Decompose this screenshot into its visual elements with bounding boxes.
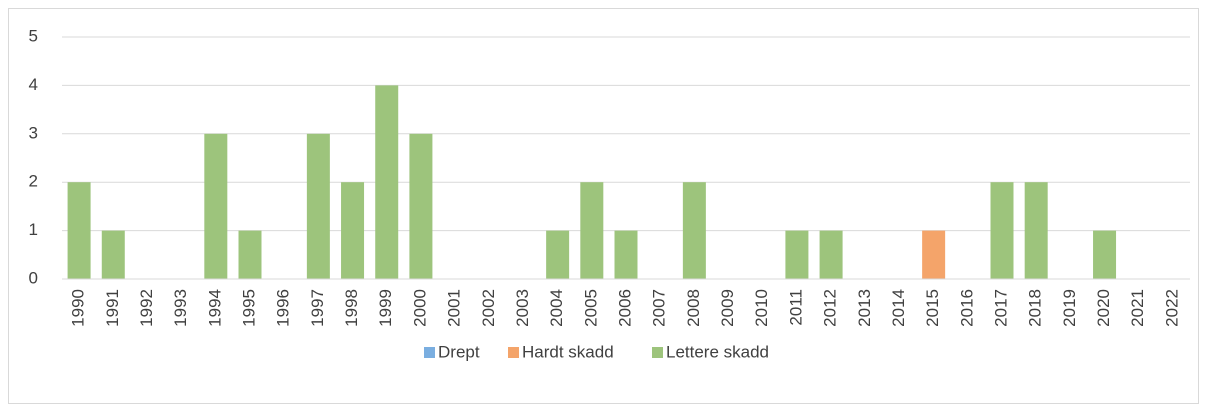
x-tick-label: 2021 xyxy=(1128,289,1147,327)
y-tick-label: 3 xyxy=(29,123,38,142)
x-tick-label: 1991 xyxy=(103,289,122,327)
bar xyxy=(819,230,843,279)
bar xyxy=(238,230,262,279)
x-tick-label: 2018 xyxy=(1026,289,1045,327)
x-tick-label: 2004 xyxy=(547,289,566,327)
bar xyxy=(306,133,330,279)
bar xyxy=(580,182,604,279)
y-tick-label: 4 xyxy=(29,75,38,94)
x-tick-label: 1998 xyxy=(342,289,361,327)
x-tick-label: 2001 xyxy=(445,289,464,327)
x-tick-label: 2008 xyxy=(684,289,703,327)
x-tick-label: 2019 xyxy=(1060,289,1079,327)
x-tick-label: 1993 xyxy=(171,289,190,327)
x-tick-label: 1990 xyxy=(69,289,88,327)
legend-swatch xyxy=(424,347,435,358)
y-tick-label: 1 xyxy=(29,220,38,239)
bar xyxy=(990,182,1014,279)
x-tick-label: 2012 xyxy=(821,289,840,327)
x-tick-label: 2009 xyxy=(718,289,737,327)
x-tick-label: 2011 xyxy=(786,289,805,326)
x-tick-label: 1995 xyxy=(239,289,258,327)
x-tick-label: 2016 xyxy=(957,289,976,327)
x-tick-label: 1992 xyxy=(137,289,156,327)
bar xyxy=(1093,230,1117,279)
x-tick-label: 2002 xyxy=(479,289,498,327)
x-tick-label: 2003 xyxy=(513,289,532,327)
x-tick-label: 2007 xyxy=(650,289,669,327)
bar xyxy=(67,182,91,279)
x-tick-label: 1997 xyxy=(308,289,327,327)
legend-label: Lettere skadd xyxy=(666,342,769,361)
x-tick-label: 2017 xyxy=(991,289,1010,327)
x-tick-label: 1999 xyxy=(376,289,395,327)
x-tick-label: 2000 xyxy=(410,289,429,327)
bar xyxy=(614,230,638,279)
legend-label: Hardt skadd xyxy=(522,342,614,361)
bar xyxy=(409,133,433,279)
x-tick-label: 1994 xyxy=(205,289,224,327)
bar xyxy=(375,85,399,280)
legend-label: Drept xyxy=(438,342,480,361)
legend-swatch xyxy=(508,347,519,358)
bar xyxy=(922,230,946,279)
x-tick-label: 2022 xyxy=(1162,289,1181,327)
x-tick-label: 2014 xyxy=(889,289,908,327)
x-tick-label: 2005 xyxy=(581,289,600,327)
x-tick-label: 1996 xyxy=(274,289,293,327)
bar xyxy=(1024,182,1048,279)
bar xyxy=(101,230,125,279)
bar xyxy=(682,182,706,279)
bar xyxy=(785,230,809,279)
x-tick-label: 2006 xyxy=(615,289,634,327)
legend-swatch xyxy=(652,347,663,358)
y-tick-label: 0 xyxy=(29,268,38,287)
x-tick-label: 2015 xyxy=(923,289,942,327)
bar xyxy=(546,230,570,279)
bar xyxy=(341,182,365,279)
x-tick-label: 2020 xyxy=(1094,289,1113,327)
y-tick-label: 2 xyxy=(29,172,38,191)
x-tick-label: 2010 xyxy=(752,289,771,327)
bar xyxy=(204,133,228,279)
x-tick-label: 2013 xyxy=(855,289,874,327)
y-tick-label: 5 xyxy=(29,26,38,45)
